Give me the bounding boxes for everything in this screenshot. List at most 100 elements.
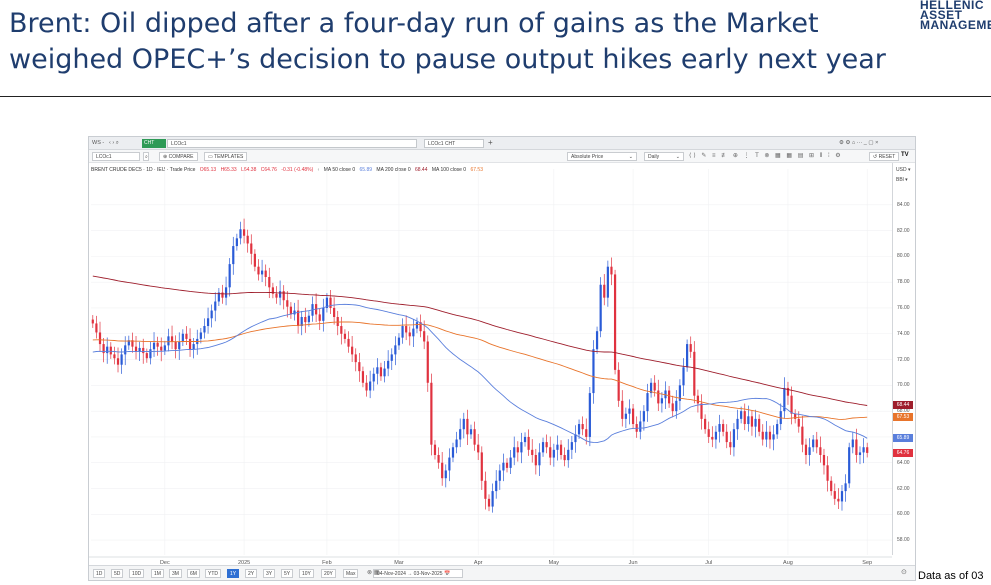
range-button-1y[interactable]: 1Y bbox=[227, 569, 240, 578]
collapse-icon[interactable]: ‹ bbox=[317, 167, 320, 173]
reset-icon: ↺ bbox=[873, 154, 879, 160]
range-button-5d[interactable]: 5D bbox=[111, 569, 124, 578]
x-tick-label: Feb bbox=[322, 560, 331, 565]
y-tick-label: 64.00 bbox=[897, 459, 910, 466]
candle-body bbox=[297, 310, 300, 327]
candle-body bbox=[282, 291, 285, 301]
range-button-10d[interactable]: 10D bbox=[129, 569, 145, 578]
candle-body bbox=[563, 454, 566, 461]
ric-command-box[interactable]: LCOc1 bbox=[167, 139, 417, 148]
window-controls[interactable]: ⚙ ⚙ ⌂ ··· _ ▢ × bbox=[839, 140, 879, 146]
candle-body bbox=[714, 431, 718, 440]
range-button-ytd[interactable]: YTD bbox=[205, 569, 221, 578]
range-button-1d[interactable]: 1D bbox=[93, 569, 106, 578]
candle-body bbox=[588, 393, 591, 437]
drawing-tools[interactable]: ⟨⟩ ✎ ≡ ≢ ⊕ ⋮ T ⊗ ▦ ▦ ▤ ⊞ ⫴ ⁞ ⚙ bbox=[689, 153, 843, 159]
candle-body bbox=[844, 483, 847, 492]
date-range-picker[interactable]: 04-Nov-2024 → 03-Nov-2025 📅 bbox=[373, 569, 463, 578]
candle-body bbox=[808, 447, 811, 455]
compare-button[interactable]: ⊕ COMPARE bbox=[159, 152, 198, 161]
candle-body bbox=[278, 291, 282, 298]
candle-body bbox=[289, 306, 293, 315]
candle-body bbox=[866, 447, 869, 453]
candle-body bbox=[786, 387, 790, 396]
ma50-value: 65.89 bbox=[359, 167, 373, 173]
candle-body bbox=[333, 307, 336, 317]
candle-body bbox=[858, 452, 862, 455]
candle-body bbox=[224, 287, 228, 298]
price-type-select[interactable]: Absolute Price ⌄ bbox=[567, 152, 637, 161]
candle-body bbox=[567, 449, 570, 461]
brand-line-1: HELLENIC bbox=[920, 0, 984, 12]
candle-body bbox=[178, 341, 181, 350]
candle-body bbox=[812, 439, 815, 448]
range-button-20y[interactable]: 20Y bbox=[321, 569, 336, 578]
range-button-10y[interactable]: 10Y bbox=[299, 569, 314, 578]
candle-body bbox=[523, 436, 527, 443]
range-button-5y[interactable]: 5Y bbox=[281, 569, 294, 578]
candle-body bbox=[833, 491, 836, 499]
candle-body bbox=[718, 424, 721, 432]
candle-body bbox=[667, 390, 671, 404]
candle-body bbox=[502, 462, 505, 471]
candle-body bbox=[358, 362, 361, 372]
y-tick-label: 62.00 bbox=[897, 485, 910, 492]
range-button-3y[interactable]: 3Y bbox=[263, 569, 276, 578]
chevron-down-icon: ⌄ bbox=[628, 154, 633, 160]
new-tab-button[interactable]: + bbox=[488, 138, 493, 147]
search-icon[interactable]: ⌕ bbox=[143, 152, 149, 161]
candle-body bbox=[387, 360, 390, 369]
candle-body bbox=[790, 395, 793, 414]
price-axis[interactable]: USD ▾ BBl ▾ 58.0060.0062.0064.0066.0068.… bbox=[892, 163, 915, 555]
y-tick-label: 72.00 bbox=[897, 356, 910, 363]
candle-body bbox=[559, 444, 563, 455]
candle-body bbox=[106, 346, 109, 354]
candle-body bbox=[732, 429, 736, 448]
range-bar: 04-Nov-2024 → 03-Nov-2025 📅 ⊙ 1D 5D 10D 1M 3… bbox=[89, 565, 915, 580]
calendar-icon[interactable]: ⊗ ▦ bbox=[367, 570, 380, 576]
range-button-6m[interactable]: 6M bbox=[187, 569, 200, 578]
range-button-max[interactable]: Max bbox=[343, 569, 359, 578]
chart-legend: BRENT CRUDE DEC5 · 1D · IEU · Trade Pric… bbox=[91, 167, 811, 176]
candle-body bbox=[351, 346, 354, 355]
currency-select[interactable]: USD ▾ bbox=[896, 167, 911, 173]
range-button-1m[interactable]: 1M bbox=[151, 569, 164, 578]
candle-body bbox=[768, 431, 772, 440]
candle-body bbox=[725, 431, 728, 443]
candle-body bbox=[704, 418, 707, 430]
candle-body bbox=[495, 480, 498, 492]
interval-select[interactable]: Daily ⌄ bbox=[644, 152, 684, 161]
candle-body bbox=[606, 266, 609, 298]
reset-button[interactable]: ↺ RESET bbox=[869, 152, 900, 161]
range-button-3m[interactable]: 3M bbox=[169, 569, 182, 578]
candle-body bbox=[347, 338, 350, 347]
candle-body bbox=[451, 447, 455, 458]
templates-button[interactable]: ▭ TEMPLATES bbox=[204, 152, 248, 161]
tab-lcoc1-cht[interactable]: LCOc1 CHT bbox=[424, 139, 484, 148]
candle-body bbox=[671, 403, 674, 412]
candle-body bbox=[754, 418, 757, 427]
candle-body bbox=[192, 344, 195, 350]
workspace-menu[interactable]: WS - bbox=[92, 140, 105, 146]
headline: Brent: Oil dipped after a four-day run o… bbox=[9, 6, 909, 78]
candle-body bbox=[711, 436, 714, 440]
price-chart[interactable]: Dec2025FebMarAprMayJunJulAugSepOctNov bbox=[89, 163, 892, 565]
candle-body bbox=[152, 342, 156, 350]
candle-body bbox=[116, 358, 120, 365]
candle-body bbox=[444, 470, 447, 479]
settings-icon[interactable]: ⊙ bbox=[901, 569, 907, 576]
candle-body bbox=[286, 300, 289, 307]
ric-input[interactable]: LCOc1 bbox=[92, 152, 140, 161]
candle-body bbox=[379, 367, 383, 377]
candle-body bbox=[549, 447, 552, 458]
candle-body bbox=[156, 342, 159, 347]
candle-body bbox=[419, 322, 422, 332]
candle-body bbox=[642, 411, 645, 422]
candle-body bbox=[95, 323, 98, 333]
candle-body bbox=[253, 253, 256, 267]
open-value: O65.13 bbox=[199, 167, 217, 173]
range-button-2y[interactable]: 2Y bbox=[245, 569, 258, 578]
nav-buttons[interactable]: ‹ › ⌕ bbox=[109, 140, 119, 146]
unit-select[interactable]: BBl ▾ bbox=[896, 177, 908, 183]
candle-body bbox=[686, 344, 689, 368]
